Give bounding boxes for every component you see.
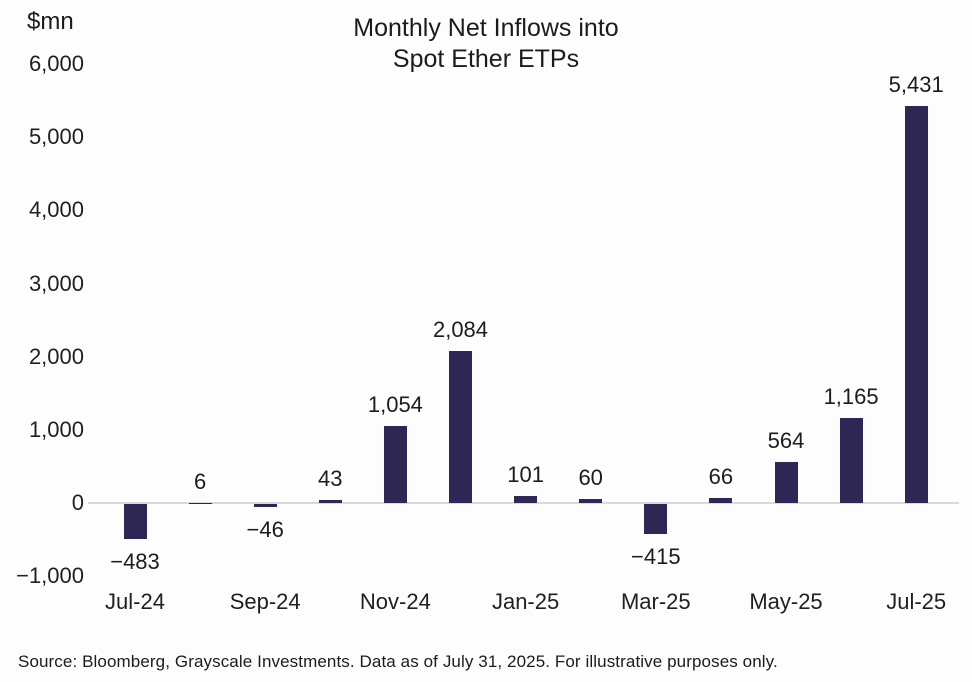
y-axis-tick-label: 2,000 (28, 343, 84, 369)
y-axis-tick-label: 1,000 (28, 416, 84, 442)
y-axis-unit-label: $mn (27, 8, 74, 35)
bar-value-label: −483 (110, 549, 160, 575)
x-axis-tick-label: Mar-25 (620, 589, 691, 614)
bar-value-label: 43 (318, 465, 343, 491)
bar (579, 498, 603, 503)
bar (253, 504, 277, 508)
bar-value-label: 66 (708, 464, 734, 490)
bar (774, 461, 798, 503)
chart-title-line2: Spot Ether ETPs (392, 45, 580, 73)
x-axis-tick-label: Jul-24 (105, 589, 165, 614)
chart-title-line1: Monthly Net Inflows into (353, 14, 619, 42)
y-axis-tick-label: 4,000 (28, 197, 84, 223)
source-note: Source: Bloomberg, Grayscale Investments… (18, 652, 778, 671)
y-axis-tick-label: 0 (71, 490, 84, 515)
bar-value-label: 1,054 (367, 391, 423, 417)
x-axis-tick-label: Sep-24 (229, 589, 301, 614)
x-axis-tick-label: Nov-24 (359, 589, 431, 614)
chart-title: Monthly Net Inflows into Spot Ether ETPs (0, 13, 972, 75)
y-axis-tick-label: 5,000 (28, 124, 84, 150)
bar-value-label: 1,165 (823, 383, 879, 409)
bar-value-label: −415 (631, 544, 681, 570)
bar-value-label: 101 (507, 461, 544, 487)
bar-value-label: 6 (193, 468, 207, 494)
y-axis-tick-label: 3,000 (28, 270, 84, 296)
bar (123, 504, 147, 540)
bar-value-label: 564 (767, 427, 805, 453)
bar (904, 105, 928, 503)
bar (318, 499, 342, 503)
x-axis-tick-label: May-25 (749, 589, 823, 614)
zero-axis-line (88, 502, 959, 504)
bar-value-label: 5,431 (888, 71, 944, 97)
bar (709, 498, 733, 503)
x-axis-tick-label: Jan-25 (491, 589, 560, 614)
bar-value-label: 60 (578, 464, 603, 490)
bar-value-label: 2,084 (432, 316, 489, 342)
x-axis-tick-label: Jul-25 (886, 589, 947, 614)
bar (449, 350, 472, 503)
bar (514, 495, 538, 503)
bar (839, 417, 863, 503)
bar-value-label: −46 (246, 517, 284, 543)
bar (644, 504, 668, 535)
y-axis-tick-label: −1,000 (16, 563, 84, 589)
bar (188, 502, 212, 504)
bar (383, 425, 407, 503)
y-axis-tick-label: 6,000 (28, 51, 84, 77)
